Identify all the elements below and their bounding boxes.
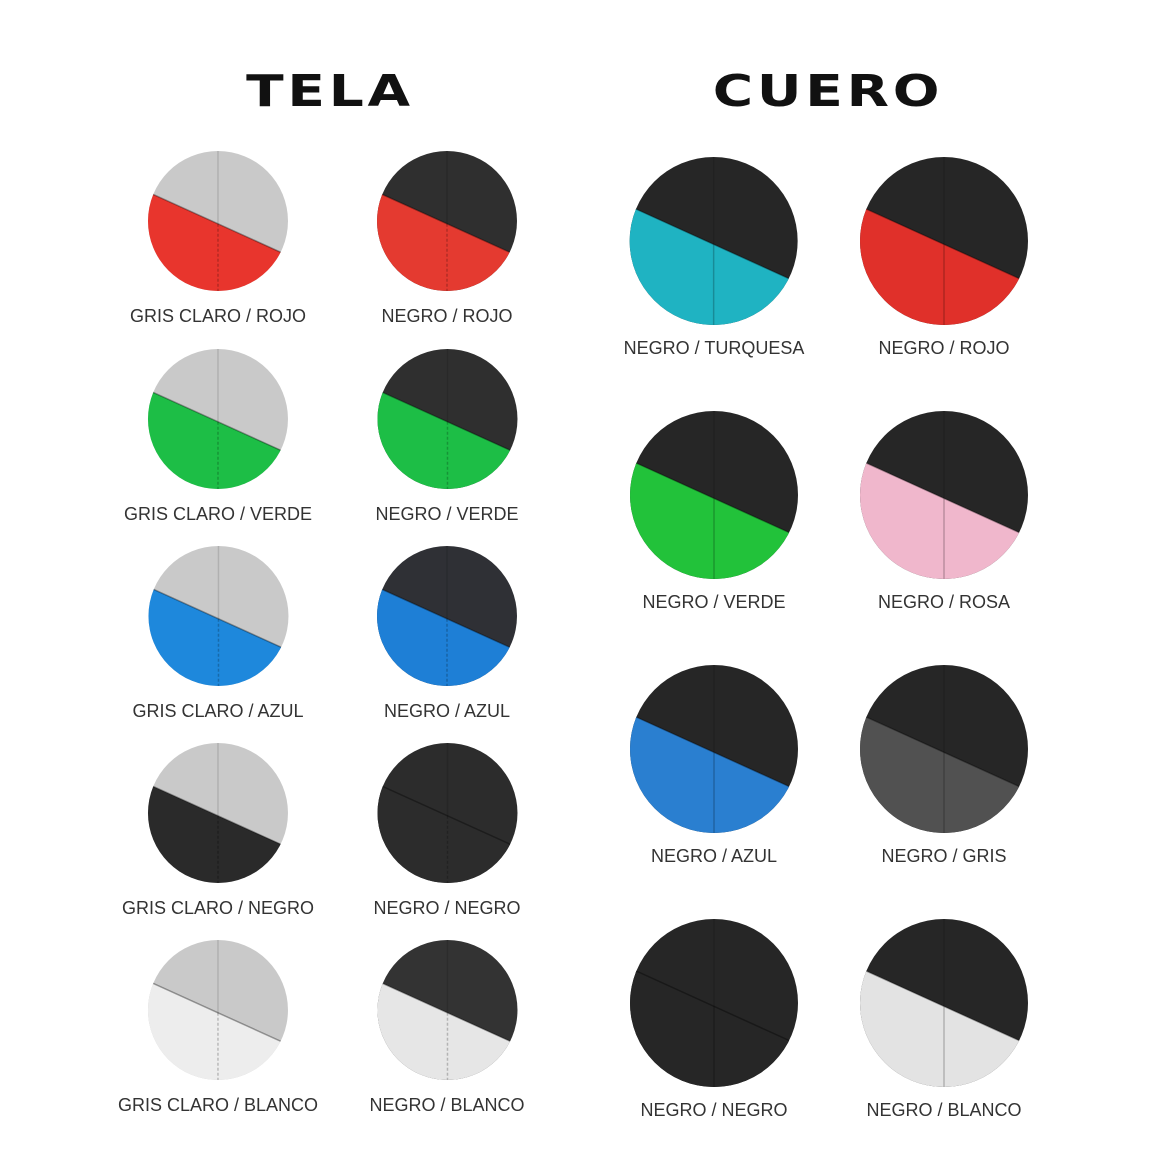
- swatch-label: NEGRO / GRIS: [881, 846, 1007, 866]
- color-swatch-circle: [377, 546, 517, 686]
- bottom-color-panel: [629, 205, 798, 325]
- bottom-color-panel: [860, 205, 1028, 325]
- color-swatch-circle: [860, 157, 1028, 325]
- bottom-color-panel: [148, 191, 288, 291]
- swatch-label: GRIS CLARO / BLANCO: [117, 1095, 319, 1115]
- swatch-label: NEGRO / TURQUESA: [623, 338, 805, 358]
- bottom-color-panel: [148, 980, 288, 1080]
- color-swatch-circle: [147, 349, 288, 489]
- color-swatch-circle: [630, 665, 798, 833]
- color-swatch-circle: [377, 151, 517, 291]
- color-swatch-circle: [376, 743, 517, 883]
- swatch-label: NEGRO / VERDE: [375, 504, 519, 524]
- color-swatch-circle: [147, 546, 288, 686]
- swatch-label: NEGRO / ROJO: [381, 306, 513, 326]
- color-swatch-circle: [377, 349, 517, 489]
- bottom-color-panel: [630, 459, 798, 579]
- tela-swatch[interactable]: GRIS CLARO / ROJO: [130, 150, 306, 327]
- cuero-swatch[interactable]: NEGRO / VERDE: [629, 410, 799, 613]
- cuero-swatch[interactable]: NEGRO / GRIS: [859, 664, 1029, 867]
- color-swatch-circle: [630, 411, 798, 579]
- color-swatch-circle: [148, 151, 288, 291]
- color-swatch-circle: [629, 157, 798, 325]
- color-swatch-circle: [147, 743, 288, 883]
- swatch-label: NEGRO / BLANCO: [866, 1100, 1022, 1120]
- cuero-swatch[interactable]: NEGRO / ROJO: [859, 156, 1029, 359]
- swatch-label: NEGRO / VERDE: [642, 592, 786, 612]
- bottom-color-panel: [860, 713, 1028, 833]
- swatch-label: NEGRO / ROSA: [877, 592, 1011, 612]
- bottom-color-panel: [860, 459, 1028, 579]
- swatch-label: GRIS CLARO / NEGRO: [121, 898, 315, 918]
- tela-swatch[interactable]: NEGRO / VERDE: [375, 348, 519, 525]
- tela-heading: TELA: [246, 66, 414, 117]
- tela-swatch[interactable]: NEGRO / ROJO: [376, 150, 518, 327]
- swatch-label: NEGRO / ROJO: [878, 338, 1010, 358]
- swatch-label: NEGRO / AZUL: [383, 701, 511, 721]
- cuero-swatch[interactable]: NEGRO / ROSA: [859, 410, 1029, 613]
- bottom-color-panel: [377, 191, 517, 291]
- cuero-swatch[interactable]: NEGRO / NEGRO: [629, 918, 799, 1121]
- cuero-swatch[interactable]: NEGRO / TURQUESA: [623, 156, 805, 359]
- tela-swatch[interactable]: GRIS CLARO / BLANCO: [118, 939, 318, 1116]
- tela-swatch[interactable]: GRIS CLARO / NEGRO: [122, 742, 314, 919]
- swatch-label: GRIS CLARO / ROJO: [129, 306, 307, 326]
- swatch-label: NEGRO / NEGRO: [373, 898, 521, 918]
- tela-swatch[interactable]: NEGRO / NEGRO: [373, 742, 521, 919]
- bottom-color-panel: [630, 713, 798, 833]
- tela-swatch[interactable]: NEGRO / BLANCO: [369, 939, 525, 1116]
- bottom-color-panel: [377, 586, 517, 686]
- cuero-swatch[interactable]: NEGRO / BLANCO: [859, 918, 1029, 1121]
- bottom-color-panel: [377, 980, 517, 1080]
- swatch-label: GRIS CLARO / VERDE: [123, 504, 313, 524]
- color-swatch-circle: [860, 665, 1028, 833]
- tela-swatch[interactable]: GRIS CLARO / VERDE: [124, 348, 312, 525]
- bottom-color-panel: [630, 967, 798, 1087]
- cuero-heading: CUERO: [712, 66, 944, 117]
- tela-swatch[interactable]: NEGRO / AZUL: [376, 545, 518, 722]
- bottom-color-panel: [376, 783, 517, 883]
- swatch-label: GRIS CLARO / AZUL: [132, 701, 304, 721]
- bottom-color-panel: [860, 967, 1028, 1087]
- color-swatch-circle: [148, 940, 288, 1080]
- color-swatch-circle: [860, 411, 1028, 579]
- bottom-color-panel: [147, 389, 288, 489]
- color-swatch-circle: [860, 919, 1028, 1087]
- color-swatch-circle: [377, 940, 517, 1080]
- swatch-label: NEGRO / AZUL: [650, 846, 778, 866]
- tela-swatch[interactable]: GRIS CLARO / AZUL: [132, 545, 304, 722]
- cuero-swatch[interactable]: NEGRO / AZUL: [629, 664, 799, 867]
- bottom-color-panel: [147, 783, 288, 883]
- swatch-label: NEGRO / NEGRO: [640, 1100, 788, 1120]
- bottom-color-panel: [377, 389, 517, 489]
- color-swatch-circle: [630, 919, 798, 1087]
- bottom-color-panel: [147, 586, 288, 686]
- swatch-label: NEGRO / BLANCO: [369, 1095, 525, 1115]
